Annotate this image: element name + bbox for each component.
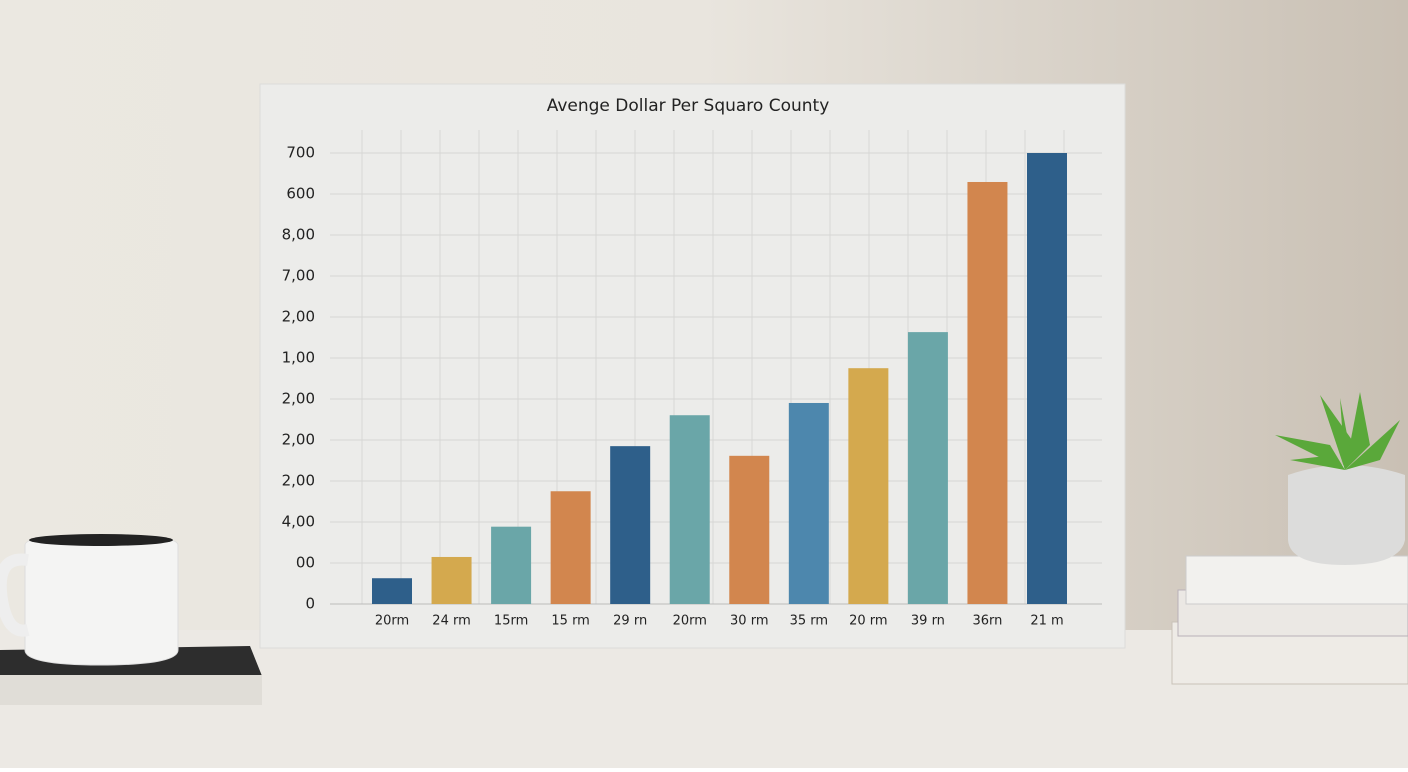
x-tick-label: 21 m xyxy=(1030,614,1063,629)
y-tick-label: 2,00 xyxy=(282,431,315,449)
x-tick-label: 15rm xyxy=(494,614,528,629)
y-tick-label: 2,00 xyxy=(282,472,315,490)
bar xyxy=(491,526,532,604)
bar xyxy=(550,491,591,604)
x-tick-label: 30 rm xyxy=(730,614,768,629)
mug xyxy=(24,534,179,666)
book-pages xyxy=(0,675,262,705)
pot xyxy=(1288,465,1405,565)
y-tick-label: 700 xyxy=(286,144,315,162)
y-tick-label: 7,00 xyxy=(282,266,315,284)
y-tick-label: 00 xyxy=(296,554,315,572)
plant xyxy=(1275,392,1400,470)
book xyxy=(1185,555,1408,605)
x-tick-label: 20 rm xyxy=(849,614,887,629)
x-tick-label: 20rm xyxy=(375,614,409,629)
y-tick-label: 2,00 xyxy=(282,389,315,407)
bar xyxy=(431,556,472,604)
mug-top xyxy=(29,534,173,546)
bar xyxy=(1027,153,1067,604)
bar xyxy=(848,368,889,604)
y-tick-label: 1,00 xyxy=(282,349,315,367)
x-tick-label: 39 rn xyxy=(911,614,945,629)
bar xyxy=(967,181,1008,604)
y-tick-label: 2,00 xyxy=(282,307,315,325)
bar xyxy=(610,446,651,604)
x-tick-label: 29 rn xyxy=(613,614,647,629)
bar xyxy=(788,402,829,604)
x-tick-label: 35 rm xyxy=(790,614,828,629)
chart-title: Avenge Dollar Per Squaro County xyxy=(547,96,830,116)
y-tick-label: 600 xyxy=(286,184,315,202)
x-tick-label: 36rn xyxy=(973,614,1003,629)
x-tick-label: 15 rm xyxy=(551,614,589,629)
bar xyxy=(372,578,412,604)
x-tick-label: 24 rm xyxy=(432,614,470,629)
mug-handle xyxy=(0,553,30,637)
y-tick-label: 8,00 xyxy=(282,226,315,244)
x-tick-label: 20rm xyxy=(673,614,707,629)
y-tick-label: 4,00 xyxy=(282,512,315,530)
y-tick-label: 0 xyxy=(305,595,315,613)
bar xyxy=(669,415,710,604)
bar xyxy=(729,455,770,604)
bar xyxy=(907,332,948,604)
